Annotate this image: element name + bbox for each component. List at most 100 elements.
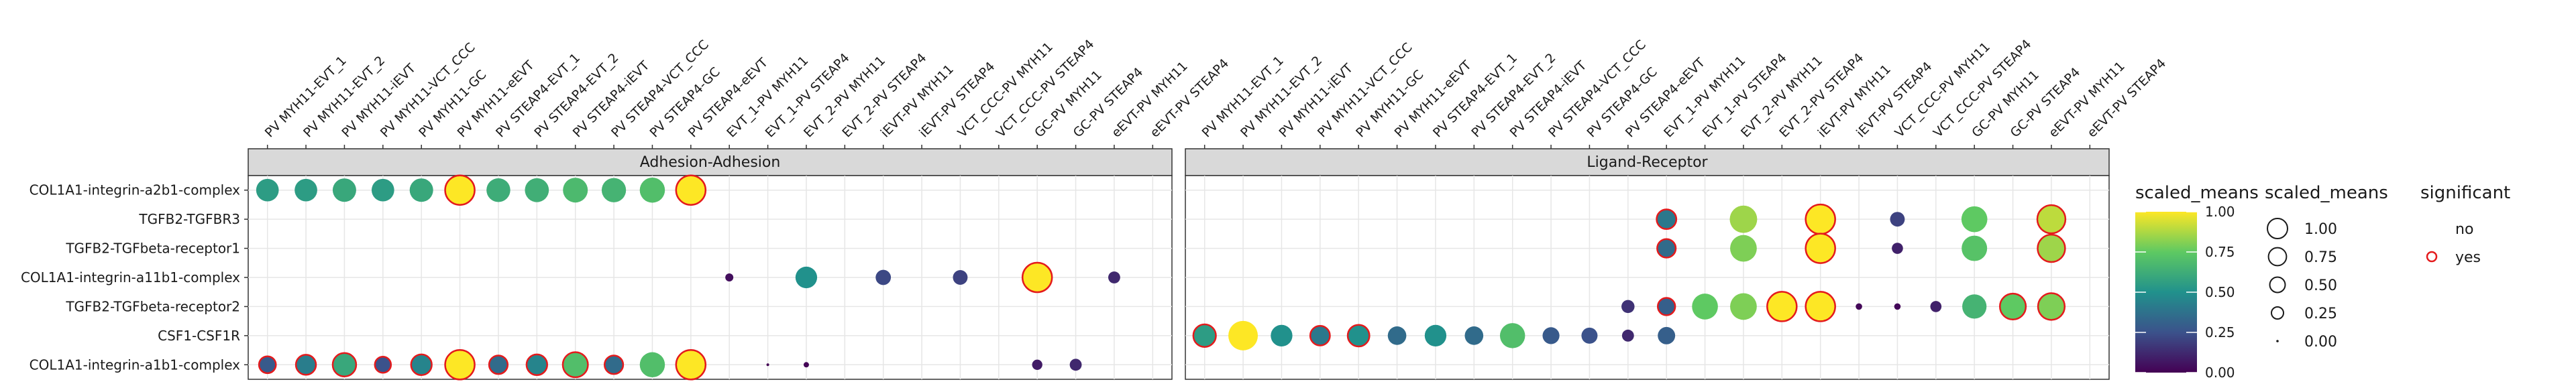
data-point [1499,323,1525,348]
color-bar-ticks: 1.00 0.75 0.50 0.25 0.00 [2135,204,2235,381]
data-point [2036,204,2067,235]
size-legend-label: 0.50 [2304,277,2337,294]
color-bar-tick-label: 0.00 [2205,365,2235,381]
size-legend-key [2267,247,2288,267]
data-point [1729,205,1758,233]
x-tick-label: PV STEAP4-GC [647,64,722,140]
size-legend-title: scaled_means [2265,183,2388,203]
size-legend-key [2276,340,2279,342]
data-point [875,269,892,285]
size-legend-key [2267,218,2288,239]
size-legend-key [2269,276,2286,294]
data-point [1730,293,1757,320]
data-point [1464,326,1484,345]
data-point [1271,324,1293,346]
panel-points [256,174,1120,381]
data-point [256,178,279,202]
significance-legend: significant no yes [2420,183,2510,266]
data-point [1658,326,1676,344]
data-point [332,178,356,202]
color-bar-tick-label: 0.75 [2205,244,2235,260]
size-legend: scaled_means 1.00 0.75 0.50 0.25 0.00 [2265,183,2388,350]
data-point [1108,271,1120,283]
data-point [639,352,665,378]
data-point [1581,327,1598,344]
significance-legend-yes-key [2426,251,2438,263]
x-tick-label: PV MYH11-GC [1353,67,1426,140]
data-point [795,266,818,289]
facet-adhesion-adhesion: Adhesion-Adhesion PV MYH11-EVT_1PV MYH11… [248,37,1232,381]
data-point [488,355,509,375]
data-point [294,354,317,376]
panel-points [1192,203,2067,350]
data-point [601,178,627,202]
significance-legend-no-key [2427,224,2436,233]
data-point [331,352,358,378]
significance-legend-yes: yes [2455,249,2481,266]
panel-grid [248,176,1172,379]
data-point [1692,294,1718,320]
panel-grid [1185,176,2109,379]
data-point [1021,261,1053,294]
y-tick-label: TGFB2-TGFbeta-receptor1 [65,241,240,257]
data-point [1621,329,1634,342]
data-point [2037,233,2066,263]
data-point [258,355,277,375]
data-point [1387,326,1407,345]
y-axis-labels: COL1A1-integrin-a2b1-complex TGFB2-TGFBR3… [21,182,248,373]
color-legend-title: scaled_means [2135,183,2259,203]
facet-ligand-receptor: Ligand-Receptor PV MYH11-EVT_1PV MYH11-E… [1185,37,2169,380]
x-tick-label: GC-PV MYH11 [1032,68,1105,141]
size-legend-label: 0.00 [2304,334,2337,350]
color-legend: scaled_means 1.00 0.75 0.50 0.25 0.00 [2135,183,2259,381]
data-point [1730,235,1757,262]
data-point [444,349,476,381]
x-tick-label: PV MYH11-GC [416,67,489,140]
y-tick-label: COL1A1-integrin-a11b1-complex [21,269,240,285]
data-point [563,178,588,203]
data-point [1346,324,1371,348]
data-point [1805,233,1836,264]
data-point [1424,324,1447,346]
data-point [1309,324,1331,346]
data-point [675,174,707,206]
color-bar-tick-label: 0.50 [2205,284,2235,300]
data-point [1890,212,1905,227]
data-point [953,270,968,285]
data-point [1856,303,1862,310]
facet-strip [1185,148,2110,176]
data-point [525,353,548,376]
data-point [639,177,665,203]
y-tick-label: TGFB2-TGFBR3 [138,211,240,227]
significance-legend-title: significant [2420,183,2510,203]
data-point [1069,359,1082,371]
data-point [1930,301,1942,312]
x-tick-label: GC-PV STEAP4 [2008,65,2084,141]
x-tick-label: GC-PV STEAP4 [1071,65,1146,141]
x-axis-labels: PV MYH11-EVT_1PV MYH11-EVT_2PV MYH11-iEV… [1199,37,2169,149]
data-point [1962,235,1988,261]
facet-strip-label: Adhesion-Adhesion [640,154,781,171]
data-point [1998,292,2027,320]
data-point [1656,297,1676,316]
data-point [371,178,394,202]
facet-strip-label: Ligand-Receptor [1587,154,1708,171]
data-point [486,178,511,202]
data-point [603,355,625,375]
data-point [410,353,433,376]
color-bar-tick-label: 1.00 [2205,204,2235,220]
data-point [1766,291,1798,322]
data-point [1032,359,1042,370]
data-point [1542,327,1560,344]
data-point [1656,208,1678,231]
data-point [1894,303,1901,310]
data-point [294,178,317,202]
size-legend-items: 1.00 0.75 0.50 0.25 0.00 [2267,218,2337,350]
data-point [1961,206,1988,233]
size-legend-label: 0.75 [2304,249,2337,266]
data-point [374,356,392,374]
data-point [1228,320,1258,350]
data-point [1192,323,1217,348]
y-tick-label: COL1A1-integrin-a1b1-complex [30,357,240,373]
data-point [675,349,707,381]
